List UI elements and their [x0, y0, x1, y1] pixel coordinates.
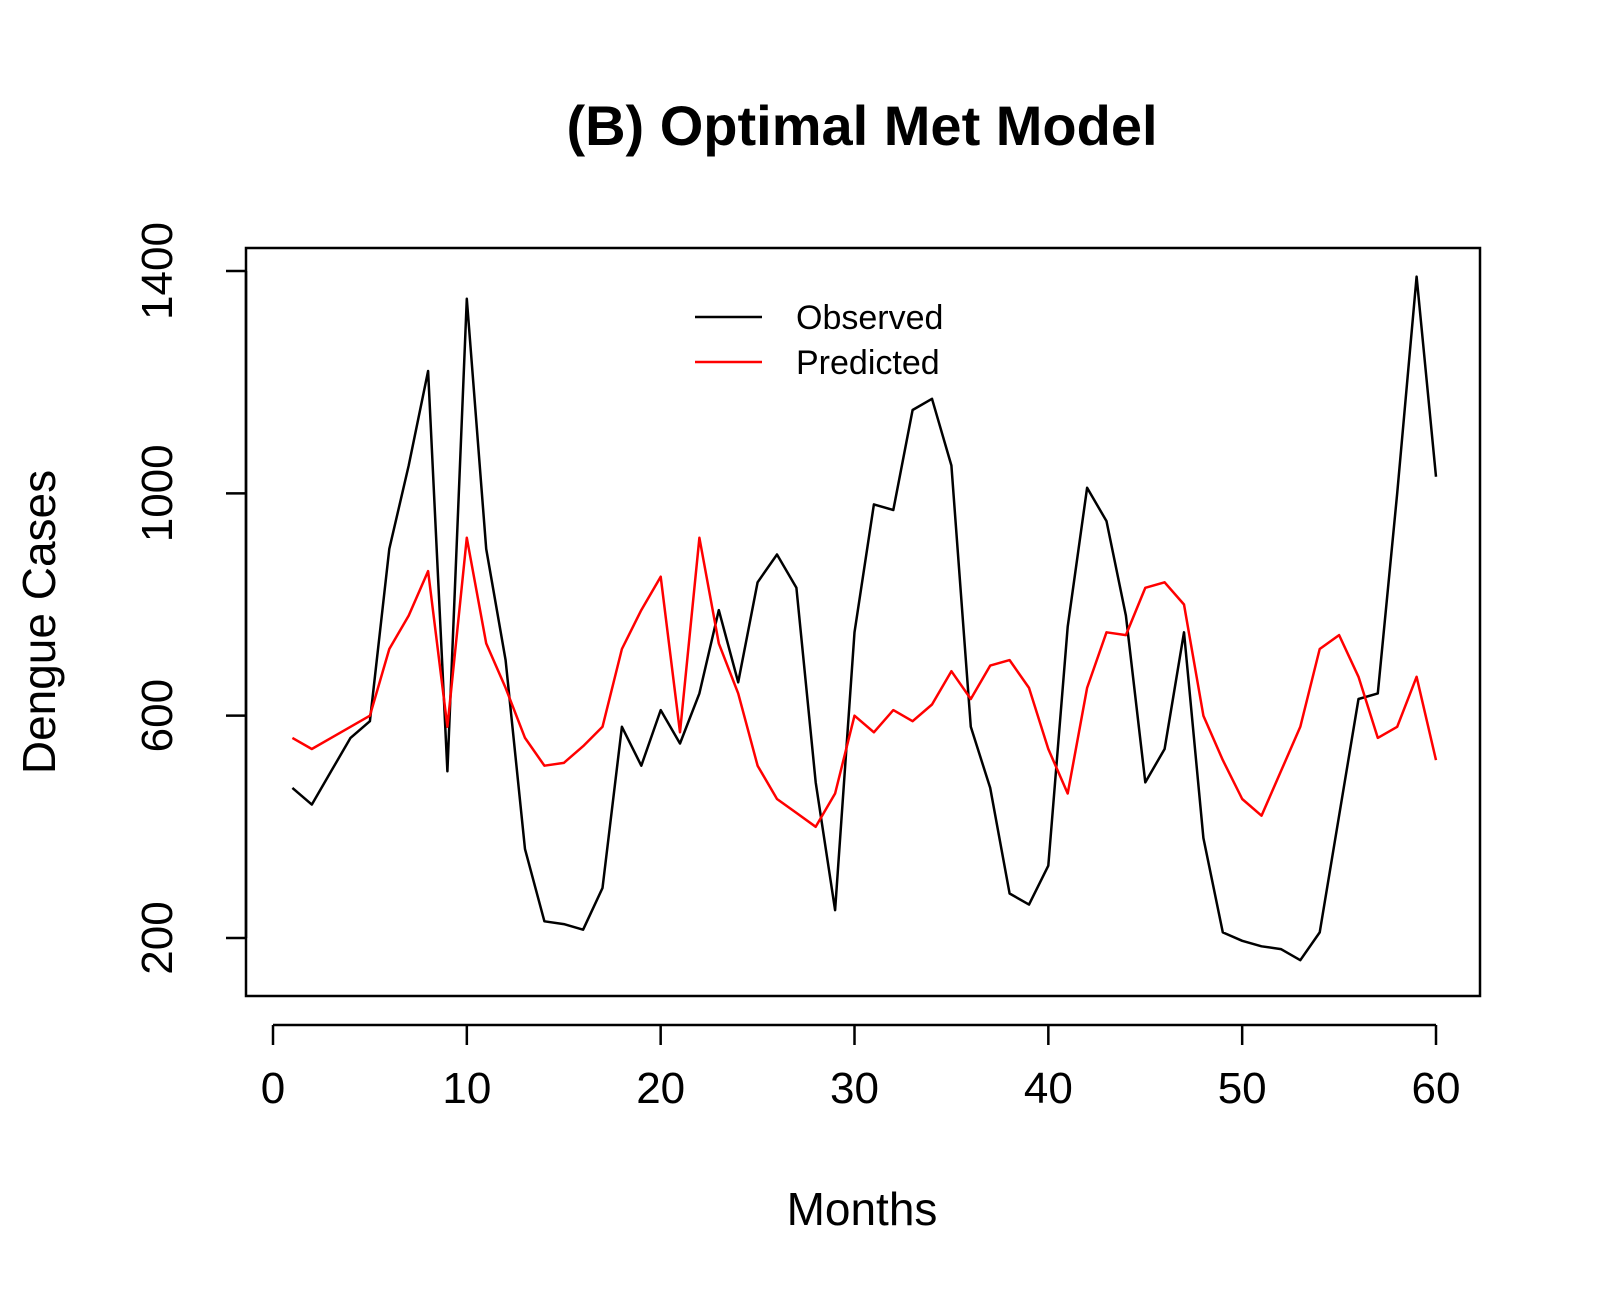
- series-lines: [291, 275, 1438, 962]
- x-tick-label: 20: [636, 1064, 685, 1113]
- x-axis: 0 10 20 30 40 50 60: [261, 1023, 1461, 1113]
- chart-title: (B) Optimal Met Model: [566, 94, 1157, 157]
- x-tick-label: 60: [1412, 1064, 1461, 1113]
- y-tick-label: 1000: [133, 444, 182, 542]
- x-tick-label: 50: [1218, 1064, 1267, 1113]
- x-tick-label: 30: [830, 1064, 879, 1113]
- y-tick-label: 600: [133, 679, 182, 752]
- x-axis-label: Months: [787, 1183, 938, 1235]
- legend-label-predicted: Predicted: [796, 344, 940, 382]
- series-line-predicted: [291, 536, 1438, 829]
- y-tick-label: 200: [133, 901, 182, 974]
- legend-label-observed: Observed: [796, 299, 943, 337]
- x-tick-label: 40: [1024, 1064, 1073, 1113]
- y-tick-label: 1400: [133, 222, 182, 320]
- x-tick-label: 10: [442, 1064, 491, 1113]
- series-line-observed: [291, 275, 1438, 962]
- y-axis-label: Dengue Cases: [13, 470, 65, 774]
- y-axis: 200 600 1000 1400: [133, 222, 248, 975]
- x-tick-label: 0: [261, 1064, 285, 1113]
- legend: Observed Predicted: [695, 299, 943, 382]
